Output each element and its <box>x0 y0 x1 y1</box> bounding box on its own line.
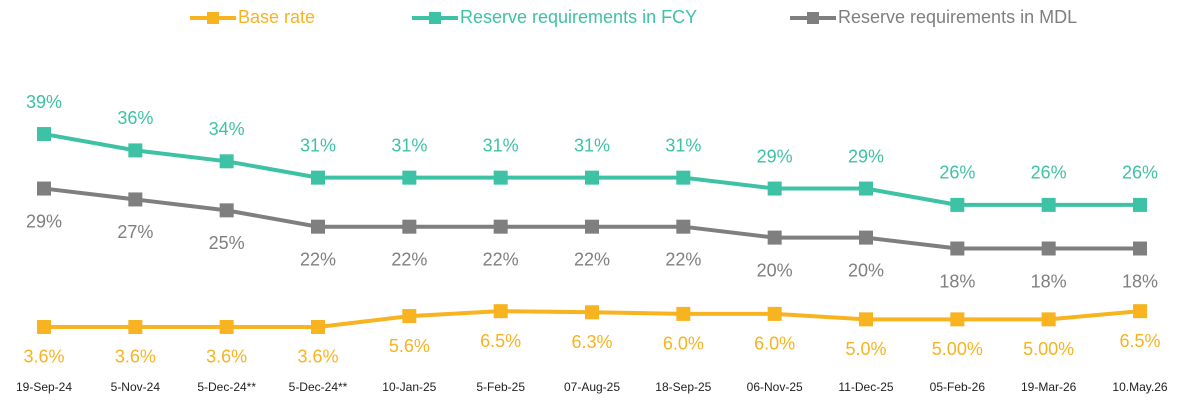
x-tick-label: 5-Dec-24** <box>289 380 348 394</box>
data-label: 3.6% <box>206 347 247 367</box>
x-tick-label: 07-Aug-25 <box>564 380 620 394</box>
data-label: 22% <box>574 249 610 269</box>
data-label: 25% <box>209 233 245 253</box>
data-label: 3.6% <box>23 347 64 367</box>
data-label: 5.00% <box>932 339 983 359</box>
data-label: 27% <box>117 222 153 242</box>
data-label: 3.6% <box>115 347 156 367</box>
point-marker <box>1133 304 1147 319</box>
data-label: 6.5% <box>480 331 521 351</box>
point-marker <box>311 219 325 234</box>
point-marker <box>1041 197 1056 212</box>
data-label: 34% <box>209 119 245 139</box>
point-marker <box>37 181 51 196</box>
point-marker <box>950 312 965 327</box>
x-tick-label: 5-Nov-24 <box>111 380 161 394</box>
point-marker <box>767 306 782 321</box>
point-marker <box>767 181 782 196</box>
point-marker <box>950 197 965 212</box>
x-tick-label: 06-Nov-25 <box>747 380 803 394</box>
point-marker <box>859 181 873 196</box>
point-marker <box>493 170 508 185</box>
legend-label: Reserve requirements in MDL <box>838 7 1077 27</box>
x-tick-label: 10.May.26 <box>1112 380 1167 394</box>
point-marker <box>585 305 599 320</box>
point-marker <box>767 230 782 245</box>
x-tick-label: 10-Jan-25 <box>382 380 436 394</box>
data-label: 22% <box>483 249 519 269</box>
legend-marker <box>207 12 219 24</box>
point-marker <box>219 203 234 218</box>
point-marker <box>493 219 508 234</box>
data-label: 31% <box>574 135 610 155</box>
data-label: 5.0% <box>845 339 886 359</box>
point-marker <box>676 170 691 185</box>
x-tick-label: 5-Feb-25 <box>476 380 525 394</box>
point-marker <box>311 319 325 334</box>
point-marker <box>1041 241 1056 256</box>
point-marker <box>402 309 417 324</box>
data-label: 39% <box>26 92 62 112</box>
data-label: 6.0% <box>754 334 795 354</box>
legend-marker <box>429 12 441 24</box>
point-marker <box>585 170 599 185</box>
point-marker <box>128 192 143 207</box>
data-label: 26% <box>1031 163 1067 183</box>
x-tick-label: 18-Sep-25 <box>655 380 711 394</box>
point-marker <box>859 230 873 245</box>
data-label: 20% <box>757 260 793 280</box>
data-label: 36% <box>117 108 153 128</box>
x-tick-label: 19-Sep-24 <box>16 380 72 394</box>
x-tick-label: 11-Dec-25 <box>838 380 893 394</box>
point-marker <box>493 304 508 319</box>
legend-label: Reserve requirements in FCY <box>460 7 697 27</box>
data-label: 6.0% <box>663 334 704 354</box>
data-label: 29% <box>26 211 62 231</box>
data-label: 22% <box>391 249 427 269</box>
point-marker <box>1041 312 1056 327</box>
legend-label: Base rate <box>238 7 315 27</box>
data-label: 29% <box>848 146 884 166</box>
data-label: 31% <box>483 135 519 155</box>
data-label: 31% <box>391 135 427 155</box>
point-marker <box>676 306 691 321</box>
data-label: 20% <box>848 260 884 280</box>
point-marker <box>219 154 234 169</box>
point-marker <box>585 219 599 234</box>
data-label: 5.00% <box>1023 339 1074 359</box>
legend-marker <box>807 12 819 24</box>
data-label: 3.6% <box>297 347 338 367</box>
data-label: 31% <box>300 135 336 155</box>
point-marker <box>859 312 873 327</box>
point-marker <box>950 241 965 256</box>
point-marker <box>1133 241 1147 256</box>
point-marker <box>402 219 417 234</box>
x-tick-label: 5-Dec-24** <box>197 380 256 394</box>
x-tick-label: 05-Feb-26 <box>930 380 986 394</box>
point-marker <box>128 319 143 334</box>
data-label: 31% <box>665 135 701 155</box>
data-label: 6.5% <box>1119 331 1160 351</box>
point-marker <box>219 319 234 334</box>
data-label: 18% <box>1122 271 1158 291</box>
data-label: 18% <box>1031 271 1067 291</box>
data-label: 26% <box>939 163 975 183</box>
data-label: 18% <box>939 271 975 291</box>
data-label: 29% <box>757 146 793 166</box>
data-label: 22% <box>665 249 701 269</box>
point-marker <box>311 170 325 185</box>
point-marker <box>128 143 143 158</box>
point-marker <box>676 219 691 234</box>
point-marker <box>402 170 417 185</box>
x-tick-label: 19-Mar-26 <box>1021 380 1077 394</box>
point-marker <box>1133 197 1147 212</box>
data-label: 5.6% <box>389 336 430 356</box>
data-label: 26% <box>1122 163 1158 183</box>
point-marker <box>37 127 51 142</box>
data-label: 6.3% <box>571 332 612 352</box>
point-marker <box>37 319 51 334</box>
data-label: 22% <box>300 249 336 269</box>
